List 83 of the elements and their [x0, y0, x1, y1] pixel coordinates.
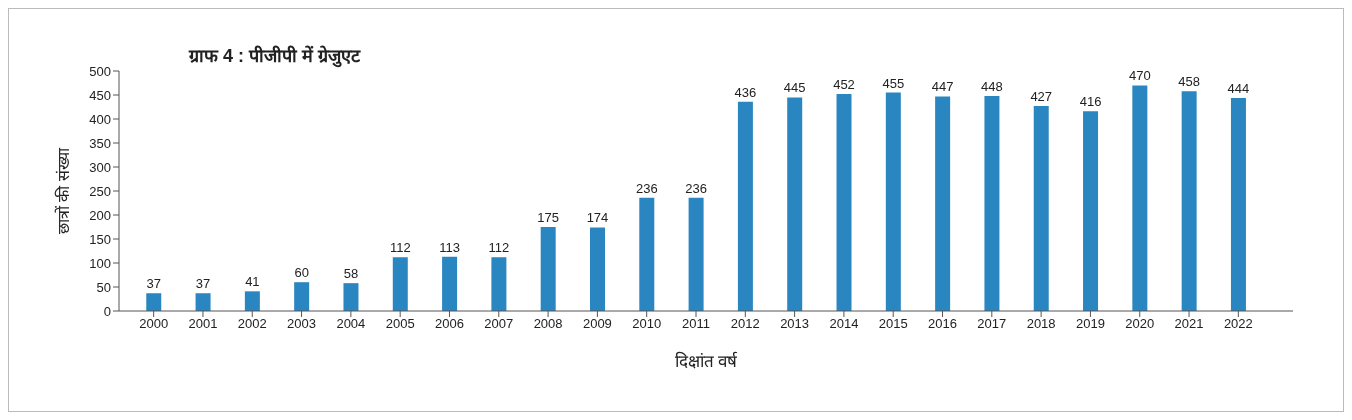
- data-label: 470: [1128, 68, 1151, 84]
- x-tick-label: 2006: [435, 316, 464, 332]
- data-label: 416: [1079, 94, 1102, 110]
- data-label: 455: [882, 75, 905, 91]
- bar: [984, 95, 1000, 311]
- data-label: 436: [734, 84, 757, 100]
- data-label: 458: [1178, 74, 1200, 90]
- data-label: 427: [1030, 89, 1053, 105]
- bar: [1181, 91, 1197, 311]
- data-label: 37: [146, 276, 161, 292]
- y-tick-label: 500: [89, 63, 111, 79]
- bar: [244, 291, 260, 311]
- data-label: 112: [488, 240, 510, 256]
- bar: [836, 94, 852, 311]
- y-tick-label: 100: [89, 255, 111, 271]
- x-tick-label: 2016: [928, 316, 957, 332]
- x-tick-label: 2020: [1125, 316, 1155, 332]
- y-tick-label: 0: [103, 303, 111, 319]
- bar: [491, 257, 507, 311]
- bar: [935, 96, 951, 311]
- x-tick-label: 2001: [188, 316, 218, 332]
- data-label: 113: [439, 239, 460, 255]
- x-tick-label: 2015: [878, 316, 908, 332]
- x-tick-label: 2014: [829, 316, 859, 332]
- x-tick-label: 2018: [1026, 316, 1056, 332]
- x-tick-label: 2017: [977, 316, 1007, 332]
- data-label: 236: [635, 180, 658, 196]
- bar: [1033, 106, 1049, 311]
- bar: [146, 293, 162, 311]
- y-tick-label: 150: [89, 231, 111, 247]
- bar: [885, 92, 901, 311]
- bar: [540, 227, 556, 311]
- bar: [343, 283, 359, 311]
- bar: [688, 197, 704, 311]
- bar: [1230, 97, 1246, 311]
- x-tick-label: 2011: [682, 316, 710, 332]
- x-tick-label: 2009: [582, 316, 612, 332]
- y-tick-label: 250: [89, 183, 111, 199]
- x-tick-label: 2005: [385, 316, 415, 332]
- y-tick-label: 50: [96, 279, 111, 295]
- data-label: 58: [343, 266, 359, 282]
- bar: [294, 282, 310, 311]
- x-tick-label: 2019: [1075, 316, 1105, 332]
- x-tick-label: 2008: [533, 316, 563, 332]
- x-tick-label: 2002: [237, 316, 267, 332]
- bar: [195, 293, 211, 311]
- x-tick-label: 2010: [632, 316, 662, 332]
- data-label: 447: [931, 79, 954, 95]
- data-label: 174: [586, 210, 609, 226]
- y-tick-label: 400: [89, 111, 111, 127]
- x-tick-label: 2000: [139, 316, 169, 332]
- x-tick-label: 2003: [287, 316, 317, 332]
- data-label: 37: [195, 276, 211, 292]
- y-tick-label: 300: [89, 159, 111, 175]
- data-label: 41: [245, 274, 260, 290]
- bar: [737, 101, 753, 311]
- data-label: 112: [389, 240, 411, 256]
- data-label: 448: [981, 78, 1003, 94]
- y-tick-label: 200: [89, 207, 111, 223]
- x-tick-label: 2012: [730, 316, 760, 332]
- data-label: 444: [1227, 80, 1250, 96]
- bar: [590, 227, 605, 311]
- data-label: 236: [685, 180, 707, 196]
- bar: [392, 257, 408, 311]
- data-label: 452: [833, 77, 855, 93]
- data-label: 175: [537, 210, 560, 225]
- chart-title: ग्राफ 4 : पीजीपी में ग्रेजुएट: [189, 44, 361, 67]
- bar: [787, 97, 803, 311]
- x-axis-title: दिक्षांत वर्ष: [674, 351, 739, 371]
- bar: [1083, 111, 1099, 311]
- x-tick-label: 2021: [1174, 316, 1204, 332]
- x-tick-label: 2004: [336, 316, 366, 332]
- bar: [442, 256, 458, 311]
- x-tick-label: 2022: [1223, 316, 1253, 332]
- y-tick-label: 350: [89, 135, 111, 151]
- bar: [639, 197, 655, 311]
- y-tick-label: 450: [89, 87, 111, 103]
- data-label: 60: [294, 265, 309, 281]
- bar: [1132, 85, 1148, 311]
- x-tick-label: 2013: [780, 316, 810, 332]
- x-tick-label: 2007: [484, 316, 514, 332]
- data-label: 445: [783, 80, 806, 96]
- y-axis-title: छात्रों की संख्या: [53, 147, 72, 234]
